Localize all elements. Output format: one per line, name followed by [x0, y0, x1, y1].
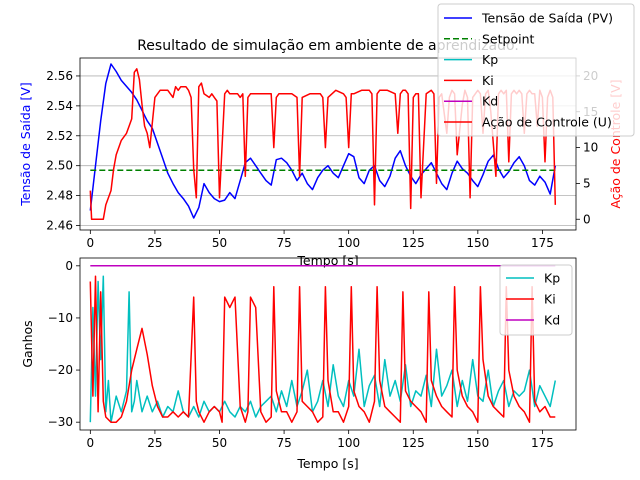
top-ytick-label-5: 2.56 — [46, 69, 73, 83]
top-series-line-2 — [89, 68, 557, 221]
bottom-legend-items: Kp Ki Kd — [506, 271, 560, 328]
top-x-axis-label: Tempo [s] — [296, 253, 358, 268]
bottom-xtick-label-2: 50 — [212, 436, 227, 450]
bottom-ytick-label-1: −10 — [48, 311, 73, 325]
top-xtick-label-4: 100 — [337, 236, 360, 250]
bottom-xtick-label-1: 25 — [147, 436, 162, 450]
top-legend-items: Tensão de Saída (PV) Setpoint Kp Ki Kd Ação d… — [444, 11, 613, 130]
bottom-x-axis-label: Tempo [s] — [296, 456, 358, 471]
bottom-axes-frame — [79, 257, 577, 431]
top-legend-box — [437, 3, 635, 137]
top-legend-label-3: Ki — [482, 73, 494, 88]
top-ytick-label-1: 2.48 — [46, 189, 73, 203]
top-ytick-label-3: 2.52 — [46, 129, 73, 143]
bottom-legend: Kp Ki Kd — [499, 264, 573, 336]
top-legend-label-2: Kp — [482, 52, 498, 67]
top-ytick-label-2: 2.50 — [46, 159, 73, 173]
bottom-legend-label-1: Ki — [544, 292, 556, 307]
bottom-xtick-label-4: 100 — [337, 436, 360, 450]
top-xtick-label-1: 25 — [147, 236, 162, 250]
top-xtick-label-7: 175 — [531, 236, 554, 250]
top-axes-frame — [79, 57, 577, 231]
top-legend-label-0: Tensão de Saída (PV) — [481, 11, 613, 26]
bottom-series-group — [89, 265, 557, 423]
bottom-legend-label-2: Kd — [544, 313, 560, 328]
top-y-ticks: 2.46 2.48 2.50 2.52 2.54 2.56 — [46, 69, 80, 233]
top-y-axis-label: Tensão de Saída [V] — [18, 82, 33, 206]
top-ytick-right-label-2: 10 — [583, 141, 598, 155]
top-xtick-label-6: 150 — [466, 236, 489, 250]
bottom-subplot: 0 25 50 75 100 125 150 175 0 −10 −20 −30 Tempo [s]… — [20, 257, 577, 471]
bottom-y-ticks: 0 −10 −20 −30 — [48, 259, 80, 429]
bottom-series-line-0 — [89, 275, 557, 423]
top-ytick-right-label-0: 0 — [583, 212, 591, 226]
bottom-x-ticks: 0 25 50 75 100 125 150 175 — [87, 430, 554, 450]
top-series-group — [89, 63, 557, 221]
bottom-ytick-label-0: 0 — [65, 259, 73, 273]
bottom-xtick-label-0: 0 — [87, 436, 95, 450]
top-legend-label-4: Kd — [482, 94, 498, 109]
bottom-xtick-label-6: 150 — [466, 436, 489, 450]
bottom-legend-box — [499, 264, 573, 336]
top-legend-label-1: Setpoint — [482, 31, 535, 46]
top-ytick-label-0: 2.46 — [46, 219, 73, 233]
bottom-ytick-label-3: −30 — [48, 415, 73, 429]
bottom-series-line-1 — [89, 275, 556, 423]
bottom-y-axis-label: Ganhos — [20, 320, 35, 367]
top-xtick-label-3: 75 — [276, 236, 291, 250]
top-xtick-label-0: 0 — [87, 236, 95, 250]
top-ytick-right-label-1: 5 — [583, 176, 591, 190]
bottom-xtick-label-5: 125 — [402, 436, 425, 450]
top-legend: Tensão de Saída (PV) Setpoint Kp Ki Kd Ação d… — [437, 3, 635, 137]
top-xtick-label-5: 125 — [402, 236, 425, 250]
top-chart-title: Resultado de simulação em ambiente de ap… — [137, 38, 519, 54]
bottom-xtick-label-7: 175 — [531, 436, 554, 450]
top-series-line-0 — [89, 63, 557, 219]
bottom-ytick-label-2: −20 — [48, 363, 73, 377]
bottom-xtick-label-3: 75 — [276, 436, 291, 450]
bottom-legend-label-0: Kp — [544, 271, 560, 286]
top-x-ticks: 0 25 50 75 100 125 150 175 — [87, 230, 554, 250]
top-ytick-label-4: 2.54 — [46, 99, 73, 113]
top-xtick-label-2: 50 — [212, 236, 227, 250]
top-legend-label-5: Ação de Controle (U) — [482, 115, 612, 130]
top-subplot: Resultado de simulação em ambiente de ap… — [18, 3, 635, 268]
